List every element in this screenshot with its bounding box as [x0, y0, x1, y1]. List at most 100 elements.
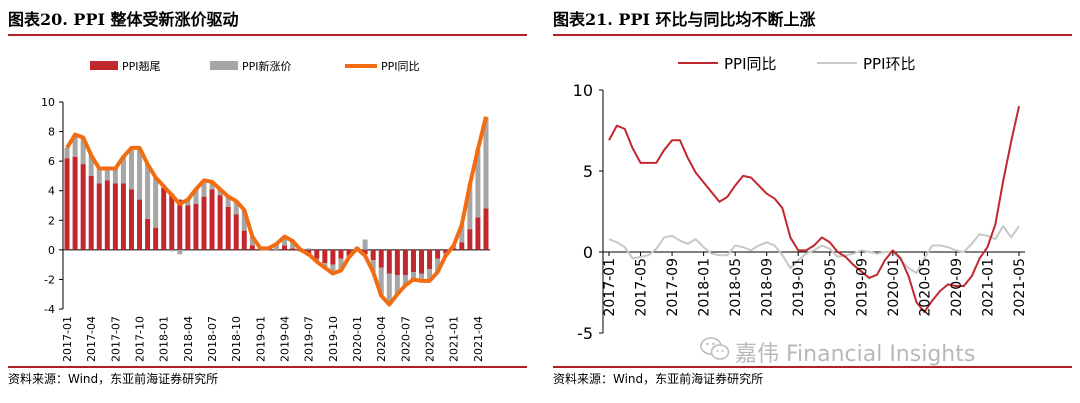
- bar-carryover: [96, 183, 102, 250]
- bar-carryover: [386, 249, 392, 274]
- x-tick-label: 2021-01: [980, 258, 996, 317]
- x-tick-label: 2020-05: [917, 258, 933, 317]
- bar-new-price: [241, 209, 247, 231]
- x-tick-label: 2018-01: [697, 258, 713, 317]
- bar-carryover: [217, 195, 223, 250]
- bar-new-price: [435, 258, 441, 273]
- right-chart-panel: 图表21. PPI 环比与同比均不断上涨 PPI同比 PPI环比 -5 0 5 10 201…: [545, 0, 1080, 403]
- bar-new-price: [282, 236, 288, 246]
- x-tick-label: 2021-04: [472, 316, 485, 362]
- legend-label: PPI翘尾: [122, 60, 161, 73]
- bar-carryover: [362, 249, 368, 255]
- x-tick-label: 2018-09: [760, 258, 776, 317]
- bar-carryover: [467, 229, 473, 250]
- bar-carryover: [185, 205, 191, 250]
- legend-label: PPI环比: [863, 55, 916, 73]
- legend-label: PPI同比: [724, 55, 777, 73]
- bar-new-price: [427, 269, 433, 281]
- y-tick-label: -2: [44, 273, 55, 286]
- bar-carryover: [72, 156, 78, 250]
- legend-swatch: [210, 61, 238, 70]
- bar-new-price: [370, 260, 376, 273]
- bar-carryover: [475, 217, 481, 250]
- bar-carryover: [483, 208, 489, 250]
- y-tick-label: -5: [577, 324, 593, 343]
- x-tick-label: 2019-07: [303, 316, 316, 362]
- bar-new-price: [217, 189, 223, 196]
- x-tick-label: 2017-01: [602, 258, 618, 317]
- bar-carryover: [88, 175, 94, 250]
- bar-new-price: [112, 168, 118, 184]
- bar-new-price: [96, 168, 102, 184]
- x-tick-label: 2018-04: [182, 316, 195, 362]
- bar-carryover: [322, 249, 328, 264]
- right-chart-title: 图表21. PPI 环比与同比均不断上涨: [553, 10, 816, 29]
- bar-carryover: [290, 248, 296, 250]
- bar-carryover: [233, 214, 239, 250]
- bar-carryover: [419, 249, 425, 274]
- bar-carryover: [169, 193, 175, 250]
- x-tick-label: 2017-10: [134, 316, 147, 362]
- x-tick-label: 2019-09: [854, 258, 870, 317]
- x-tick-label: 2021-01: [448, 316, 461, 362]
- x-tick-label: 2020-09: [949, 258, 965, 317]
- bar-carryover: [274, 249, 279, 251]
- bar-carryover: [161, 187, 167, 250]
- x-tick-label: 2017-09: [665, 258, 681, 317]
- bar-new-price: [185, 199, 191, 206]
- left-title-rule: [8, 34, 527, 36]
- bar-new-price: [386, 273, 392, 305]
- bar-new-price: [153, 177, 159, 228]
- bar-carryover: [153, 227, 159, 250]
- bar-new-price: [483, 116, 489, 209]
- watermark-text: 嘉伟 Financial Insights: [735, 342, 976, 367]
- x-tick-label: 2018-07: [206, 316, 219, 362]
- bar-carryover: [338, 249, 344, 259]
- bar-new-price: [120, 156, 126, 184]
- bar-carryover: [378, 249, 384, 268]
- bar-new-price: [145, 164, 151, 219]
- x-tick-label: 2020-07: [399, 316, 412, 362]
- bar-carryover: [137, 199, 143, 250]
- x-tick-label: 2019-10: [327, 316, 340, 362]
- y-tick-label: 2: [48, 214, 55, 227]
- bar-carryover: [249, 245, 255, 250]
- x-tick-label: 2017-05: [634, 258, 650, 317]
- right-chart-svg: PPI同比 PPI环比 -5 0 5 10 2017-01 2017-05 2017-09 201…: [573, 55, 1028, 343]
- ppi-mom-line: [608, 225, 1020, 275]
- bar-carryover: [209, 189, 215, 250]
- y-tick-label: 6: [48, 155, 55, 168]
- bar-new-price: [233, 201, 239, 215]
- bar-new-price: [201, 180, 207, 197]
- bar-new-price: [88, 155, 94, 176]
- bar-carryover: [443, 249, 449, 253]
- x-tick-label: 2017-01: [61, 316, 74, 362]
- bar-carryover: [193, 204, 199, 250]
- x-tick-label: 2017-04: [85, 316, 98, 362]
- left-source-note: 资料来源：Wind，东亚前海证券研究所: [8, 372, 219, 386]
- x-tick-label: 2017-07: [109, 316, 122, 362]
- bar-carryover: [451, 248, 457, 250]
- bar-carryover: [282, 245, 288, 250]
- bar-carryover: [104, 180, 110, 250]
- bar-new-price: [274, 243, 279, 250]
- left-chart-panel: 图表20. PPI 整体受新涨价驱动 PPI翘尾 PPI新涨价 PPI同比 -4 -2 0…: [0, 0, 535, 403]
- bar-new-price: [475, 149, 481, 218]
- bar-carryover: [402, 249, 408, 275]
- bar-carryover: [64, 158, 70, 250]
- legend-label: PPI新涨价: [242, 59, 292, 73]
- x-tick-label: 2021-05: [1012, 258, 1028, 317]
- bar-carryover: [346, 249, 352, 256]
- x-tick-label: 2020-01: [351, 316, 364, 362]
- x-tick-label: 2019-05: [823, 258, 839, 317]
- bar-new-price: [290, 240, 296, 249]
- ppi-yoy-line: [65, 116, 488, 307]
- bar-new-price: [306, 248, 312, 250]
- bar-carryover: [394, 249, 400, 275]
- y-tick-label: 4: [48, 185, 55, 198]
- bar-new-price: [410, 272, 416, 280]
- bar-new-price: [419, 273, 425, 281]
- bar-carryover: [330, 249, 336, 265]
- x-tick-label: 2020-04: [375, 316, 388, 362]
- y-tick-label: 10: [573, 81, 593, 100]
